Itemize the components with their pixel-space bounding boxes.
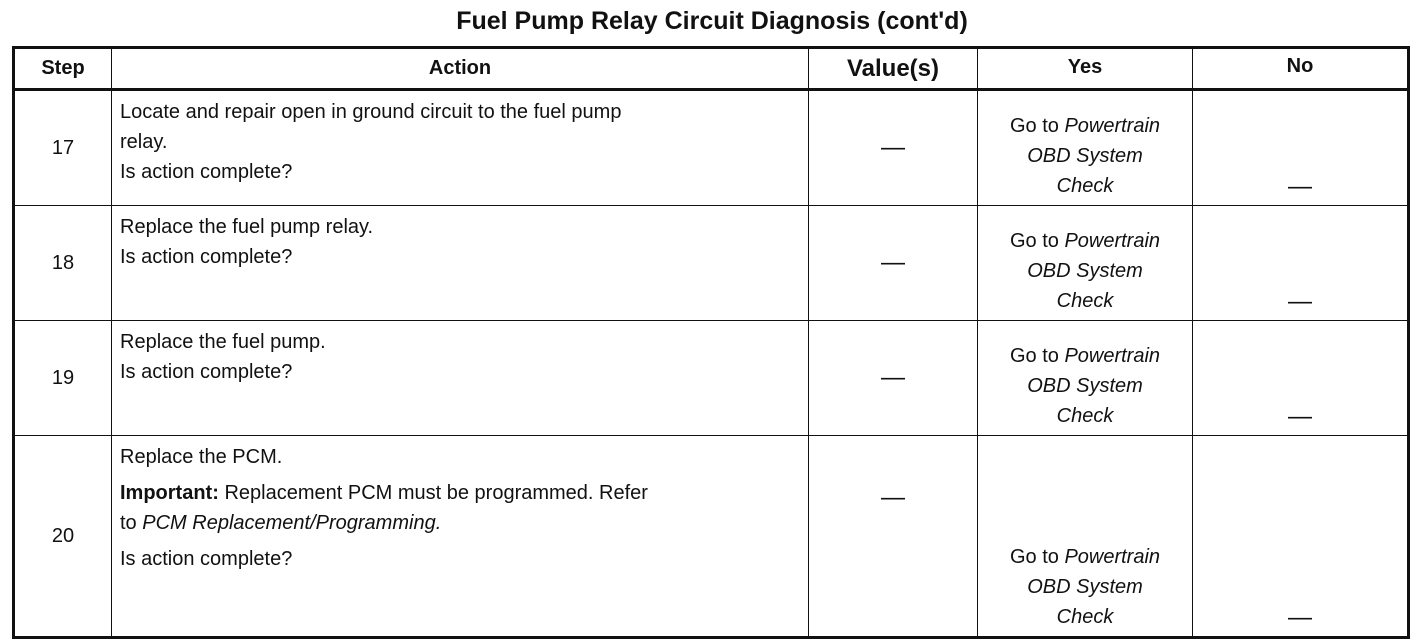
action-text: Replace the PCM. (120, 446, 283, 468)
powertrain-obd-link[interactable]: Powertrain (1064, 546, 1161, 568)
yes-prefix: Go to (1009, 115, 1059, 137)
column-header-yes: Yes (977, 47, 1193, 91)
no-cell: — (1192, 89, 1409, 206)
yes-cell: Go to Powertrain OBD System Check (977, 435, 1193, 638)
action-question: Is action complete? (120, 361, 293, 383)
important-text: Replacement PCM must be programmed. Refe… (224, 482, 648, 504)
table-row: 19 Replace the fuel pump. Is action comp… (13, 320, 1409, 436)
action-text: Replace the fuel pump. (120, 331, 326, 353)
action-question: Is action complete? (120, 246, 293, 268)
step-number: 20 (13, 435, 112, 638)
action-text: relay. (120, 131, 168, 153)
action-text: Replace the fuel pump relay. (120, 216, 374, 238)
powertrain-obd-link[interactable]: Powertrain (1064, 345, 1161, 367)
powertrain-obd-link[interactable]: OBD System (1027, 576, 1143, 598)
value-cell: — (808, 89, 978, 206)
powertrain-obd-link[interactable]: Powertrain (1064, 115, 1161, 137)
yes-cell: Go to Powertrain OBD System Check (977, 89, 1193, 206)
powertrain-obd-link[interactable]: Powertrain (1064, 230, 1161, 252)
column-header-values: Value(s) (808, 47, 978, 91)
powertrain-obd-link[interactable]: OBD System (1027, 260, 1143, 282)
yes-cell: Go to Powertrain OBD System Check (977, 205, 1193, 321)
value-cell: — (808, 205, 978, 321)
step-number: 19 (13, 320, 112, 436)
important-label: Important: (120, 482, 219, 504)
action-text: Locate and repair open in ground circuit… (120, 101, 622, 123)
yes-prefix: Go to (1009, 230, 1059, 252)
yes-prefix: Go to (1009, 546, 1059, 568)
pcm-replacement-link[interactable]: PCM Replacement/Programming. (142, 512, 442, 534)
powertrain-obd-link[interactable]: Check (1056, 290, 1114, 312)
powertrain-obd-link[interactable]: Check (1056, 606, 1114, 628)
action-cell: Replace the PCM. Important: Replacement … (111, 435, 809, 638)
powertrain-obd-link[interactable]: OBD System (1027, 375, 1143, 397)
table-row: 18 Replace the fuel pump relay. Is actio… (13, 205, 1409, 321)
action-question: Is action complete? (120, 161, 293, 183)
no-cell: — (1192, 320, 1409, 436)
no-cell: — (1192, 205, 1409, 321)
action-question: Is action complete? (120, 548, 293, 570)
step-number: 18 (13, 205, 112, 321)
column-header-step: Step (13, 47, 112, 91)
page-title: Fuel Pump Relay Circuit Diagnosis (cont'… (456, 7, 968, 35)
no-cell: — (1192, 435, 1409, 638)
column-header-action: Action (111, 47, 809, 91)
value-cell: — (808, 320, 978, 436)
table-header-row: Step Action Value(s) Yes No (13, 47, 1409, 91)
table-row: 17 Locate and repair open in ground circ… (13, 89, 1409, 206)
action-cell: Replace the fuel pump relay. Is action c… (111, 205, 809, 321)
diagnosis-table: Step Action Value(s) Yes No 17 Locate an… (12, 46, 1410, 639)
important-text: to (120, 512, 137, 534)
powertrain-obd-link[interactable]: OBD System (1027, 145, 1143, 167)
yes-cell: Go to Powertrain OBD System Check (977, 320, 1193, 436)
yes-prefix: Go to (1009, 345, 1059, 367)
column-header-no: No (1192, 47, 1409, 91)
step-number: 17 (13, 89, 112, 206)
powertrain-obd-link[interactable]: Check (1056, 405, 1114, 427)
action-cell: Locate and repair open in ground circuit… (111, 89, 809, 206)
powertrain-obd-link[interactable]: Check (1056, 175, 1114, 197)
value-cell: — (808, 435, 978, 638)
table-row: 20 Replace the PCM. Important: Replaceme… (13, 435, 1409, 638)
action-cell: Replace the fuel pump. Is action complet… (111, 320, 809, 436)
